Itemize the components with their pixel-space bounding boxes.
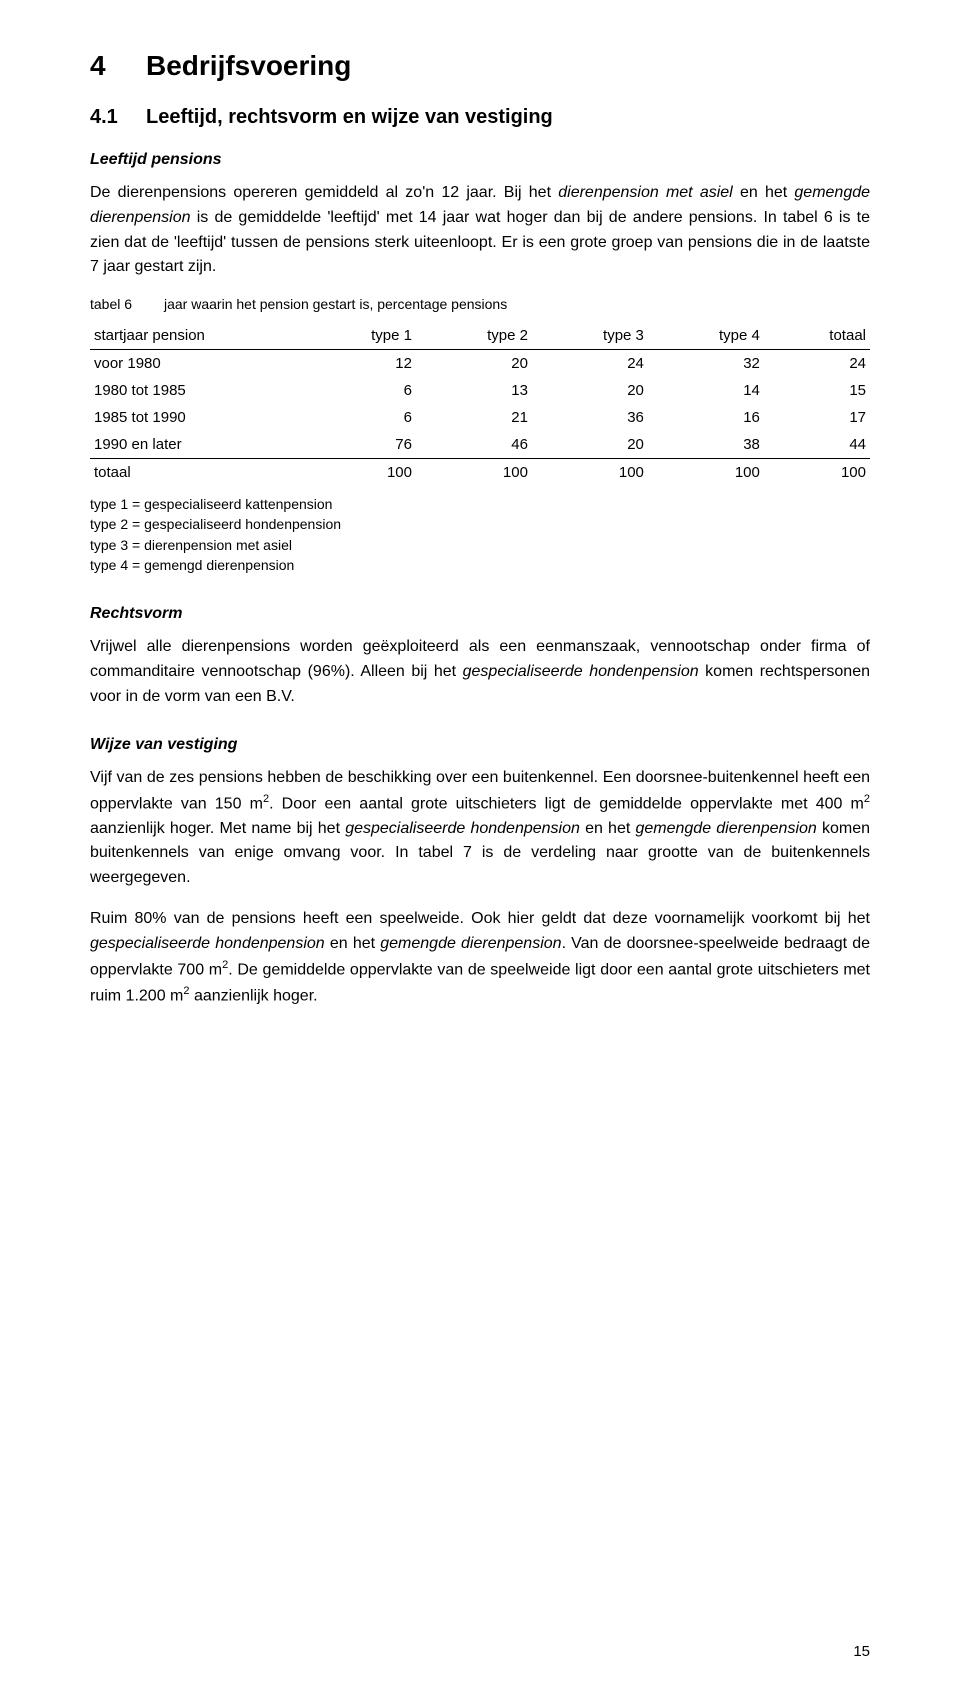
subsection-heading-wijze: Wijze van vestiging xyxy=(90,736,870,754)
table-caption-text: jaar waarin het pension gestart is, perc… xyxy=(164,296,507,312)
cell: 6 xyxy=(300,377,416,404)
legend-line: type 2 = gespecialiseerd hondenpension xyxy=(90,514,870,534)
table-row: 1980 tot 1985 6 13 20 14 15 xyxy=(90,377,870,404)
italic-text: gespecialiseerde hondenpension xyxy=(463,663,699,680)
table-caption: tabel 6jaar waarin het pension gestart i… xyxy=(90,296,870,312)
section-title: Leeftijd, rechtsvorm en wijze van vestig… xyxy=(146,106,553,128)
cell: 100 xyxy=(532,459,648,487)
subsection-heading-rechtsvorm: Rechtsvorm xyxy=(90,605,870,623)
text: Ruim 80% van de pensions heeft een speel… xyxy=(90,910,870,927)
italic-text: gemengde dierenpension xyxy=(635,820,816,837)
text: en het xyxy=(580,820,636,837)
cell: 17 xyxy=(764,404,870,431)
paragraph-wijze-1: Vijf van de zes pensions hebben de besch… xyxy=(90,766,870,891)
text: De dierenpensions opereren gemiddeld al … xyxy=(90,184,558,201)
legend-line: type 3 = dierenpension met asiel xyxy=(90,535,870,555)
cell: 32 xyxy=(648,350,764,378)
cell: 20 xyxy=(532,431,648,459)
cell: 100 xyxy=(764,459,870,487)
table-6: startjaar pension type 1 type 2 type 3 t… xyxy=(90,322,870,486)
cell: voor 1980 xyxy=(90,350,300,378)
cell: 16 xyxy=(648,404,764,431)
cell: 21 xyxy=(416,404,532,431)
col-header: startjaar pension xyxy=(90,322,300,350)
cell: 100 xyxy=(300,459,416,487)
cell: 24 xyxy=(532,350,648,378)
italic-text: gespecialiseerde hondenpension xyxy=(345,820,580,837)
cell: 15 xyxy=(764,377,870,404)
cell: totaal xyxy=(90,459,300,487)
table-legend: type 1 = gespecialiseerd kattenpension t… xyxy=(90,494,870,575)
table-row: voor 1980 12 20 24 32 24 xyxy=(90,350,870,378)
cell: 24 xyxy=(764,350,870,378)
table-row: 1990 en later 76 46 20 38 44 xyxy=(90,431,870,459)
cell: 76 xyxy=(300,431,416,459)
cell: 20 xyxy=(532,377,648,404)
cell: 44 xyxy=(764,431,870,459)
table-totals-row: totaal 100 100 100 100 100 xyxy=(90,459,870,487)
table-number: tabel 6 xyxy=(90,296,164,312)
cell: 38 xyxy=(648,431,764,459)
cell: 36 xyxy=(532,404,648,431)
subsection-heading-leeftijd: Leeftijd pensions xyxy=(90,151,870,169)
text: . Door een aantal grote uitschieters lig… xyxy=(269,795,864,812)
col-header: type 4 xyxy=(648,322,764,350)
text: aanzienlijk hoger. Met name bij het xyxy=(90,820,345,837)
section-number: 4.1 xyxy=(90,106,146,129)
cell: 13 xyxy=(416,377,532,404)
cell: 6 xyxy=(300,404,416,431)
legend-line: type 4 = gemengd dierenpension xyxy=(90,555,870,575)
table-row: 1985 tot 1990 6 21 36 16 17 xyxy=(90,404,870,431)
cell: 100 xyxy=(416,459,532,487)
cell: 20 xyxy=(416,350,532,378)
chapter-title: Bedrijfsvoering xyxy=(146,50,351,81)
col-header: type 1 xyxy=(300,322,416,350)
text: en het xyxy=(325,935,381,952)
col-header: type 2 xyxy=(416,322,532,350)
cell: 12 xyxy=(300,350,416,378)
paragraph-leeftijd: De dierenpensions opereren gemiddeld al … xyxy=(90,181,870,280)
italic-text: dierenpension met asiel xyxy=(558,184,733,201)
text: is de gemiddelde 'leeftijd' met 14 jaar … xyxy=(90,209,870,276)
legend-line: type 1 = gespecialiseerd kattenpension xyxy=(90,494,870,514)
page-number: 15 xyxy=(853,1643,870,1660)
italic-text: gemengde dierenpension xyxy=(380,935,561,952)
section-heading: 4.1Leeftijd, rechtsvorm en wijze van ves… xyxy=(90,106,870,129)
cell: 1990 en later xyxy=(90,431,300,459)
chapter-heading: 4Bedrijfsvoering xyxy=(90,50,870,82)
paragraph-wijze-2: Ruim 80% van de pensions heeft een speel… xyxy=(90,907,870,1009)
text: en het xyxy=(733,184,795,201)
table-header-row: startjaar pension type 1 type 2 type 3 t… xyxy=(90,322,870,350)
superscript: 2 xyxy=(864,793,870,805)
col-header: type 3 xyxy=(532,322,648,350)
cell: 14 xyxy=(648,377,764,404)
paragraph-rechtsvorm: Vrijwel alle dierenpensions worden geëxp… xyxy=(90,635,870,709)
cell: 46 xyxy=(416,431,532,459)
cell: 100 xyxy=(648,459,764,487)
col-header: totaal xyxy=(764,322,870,350)
cell: 1985 tot 1990 xyxy=(90,404,300,431)
text: aanzienlijk hoger. xyxy=(190,987,318,1004)
chapter-number: 4 xyxy=(90,50,146,82)
italic-text: gespecialiseerde hondenpension xyxy=(90,935,325,952)
cell: 1980 tot 1985 xyxy=(90,377,300,404)
